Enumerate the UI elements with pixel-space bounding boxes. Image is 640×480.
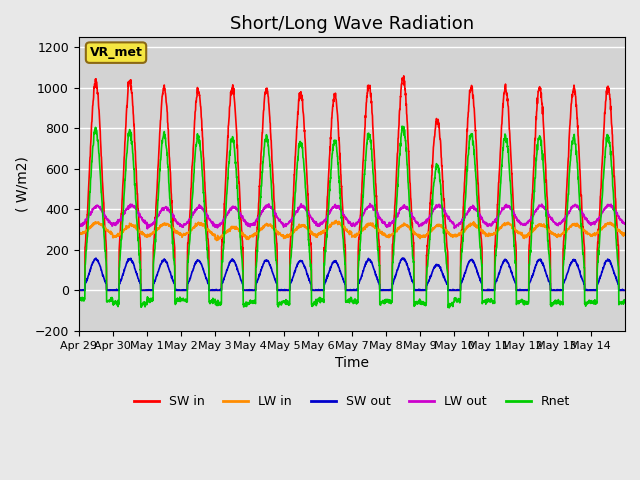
SW in — [247, 288, 255, 293]
LW out — [143, 226, 151, 232]
LW in — [614, 226, 621, 232]
LW in — [621, 231, 628, 237]
SW out — [516, 288, 524, 293]
SW out — [385, 288, 392, 293]
Text: VR_met: VR_met — [90, 46, 143, 59]
SW in — [621, 288, 628, 293]
SW in — [75, 288, 83, 293]
SW in — [516, 288, 524, 293]
Rnet — [247, 299, 255, 304]
Rnet — [614, 255, 621, 261]
SW out — [248, 288, 255, 293]
SW out — [400, 255, 408, 261]
Rnet — [129, 156, 137, 162]
Rnet — [445, 305, 453, 311]
LW out — [366, 201, 374, 206]
SW in — [547, 288, 555, 293]
SW out — [76, 288, 83, 293]
Rnet — [547, 303, 555, 309]
LW in — [248, 234, 255, 240]
SW out — [75, 288, 83, 293]
SW out — [547, 287, 555, 292]
LW in — [332, 217, 340, 223]
Rnet — [75, 292, 83, 298]
LW out — [129, 203, 137, 208]
SW out — [621, 288, 628, 293]
Line: Rnet: Rnet — [79, 126, 625, 308]
LW out — [621, 221, 628, 227]
X-axis label: Time: Time — [335, 356, 369, 370]
Line: LW in: LW in — [79, 220, 625, 240]
Rnet — [398, 123, 406, 129]
Line: LW out: LW out — [79, 204, 625, 229]
SW out — [614, 279, 621, 285]
LW out — [248, 222, 255, 228]
SW out — [129, 260, 137, 266]
LW in — [213, 238, 221, 243]
SW in — [385, 288, 392, 293]
Rnet — [621, 297, 628, 303]
SW in — [400, 73, 408, 79]
Line: SW out: SW out — [79, 258, 625, 290]
LW out — [614, 211, 621, 216]
Rnet — [516, 299, 524, 304]
Title: Short/Long Wave Radiation: Short/Long Wave Radiation — [230, 15, 474, 33]
SW in — [129, 110, 137, 116]
SW in — [613, 228, 621, 233]
Rnet — [385, 299, 392, 304]
Legend: SW in, LW in, SW out, LW out, Rnet: SW in, LW in, SW out, LW out, Rnet — [129, 390, 575, 413]
LW in — [129, 222, 137, 228]
LW in — [516, 231, 524, 237]
LW in — [385, 235, 393, 240]
LW out — [385, 222, 393, 228]
LW in — [75, 229, 83, 235]
Y-axis label: ( W/m2): ( W/m2) — [15, 156, 29, 212]
Line: SW in: SW in — [79, 76, 625, 290]
LW out — [547, 216, 555, 222]
LW in — [547, 231, 555, 237]
LW out — [75, 224, 83, 230]
LW out — [516, 220, 524, 226]
